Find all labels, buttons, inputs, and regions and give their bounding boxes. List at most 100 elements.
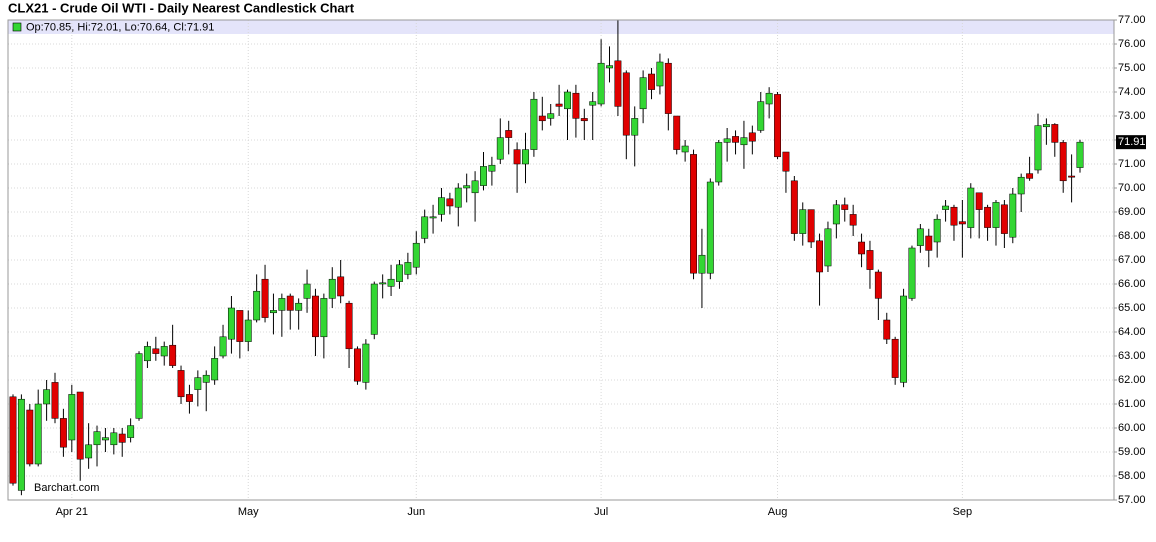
candle-body — [1000, 204, 1008, 234]
candle-body — [664, 62, 672, 114]
candle-body — [320, 298, 328, 338]
candle-body — [1034, 125, 1042, 171]
y-tick-label: 73.00 — [1118, 110, 1146, 122]
candle-body — [597, 62, 605, 105]
candle-body — [362, 343, 370, 383]
y-tick-label: 62.00 — [1118, 374, 1146, 386]
candle-body — [690, 154, 697, 274]
candle-body — [824, 228, 832, 267]
candle-body — [185, 394, 193, 402]
candle-body — [1068, 175, 1076, 178]
candle-body — [110, 432, 118, 446]
candle-body — [51, 382, 59, 419]
candle-body — [177, 370, 185, 398]
y-tick-label: 68.00 — [1118, 230, 1146, 242]
candle-body — [984, 206, 992, 228]
candle-body — [59, 418, 67, 448]
candle-body — [572, 92, 580, 119]
candle-body — [841, 204, 849, 210]
candle-body — [253, 290, 261, 321]
candle-body — [143, 346, 151, 362]
candle-body — [1009, 193, 1017, 238]
candle-body — [925, 235, 933, 251]
candle-body — [866, 250, 874, 270]
x-tick-label: Jul — [594, 506, 608, 518]
candle-body — [17, 398, 25, 491]
candle-body — [227, 307, 235, 340]
candle-body — [580, 118, 588, 122]
candle-body — [312, 295, 319, 338]
candle-body — [522, 149, 529, 165]
y-tick-label: 71.00 — [1118, 158, 1146, 170]
candle-body — [908, 247, 916, 299]
y-tick-label: 58.00 — [1118, 470, 1146, 482]
candle-body — [614, 60, 622, 107]
candle-body — [555, 103, 563, 107]
candle-body — [93, 431, 101, 446]
candle-body — [454, 187, 462, 208]
candle-body — [916, 228, 924, 246]
candle-body — [43, 389, 51, 405]
candle-body — [883, 319, 891, 340]
candle-body — [354, 348, 361, 382]
candle-body — [975, 192, 983, 210]
x-tick-label: Jun — [407, 506, 425, 518]
candle-body — [538, 115, 546, 122]
candle-body — [26, 409, 34, 465]
x-tick-label: Sep — [953, 506, 973, 518]
candle-body — [127, 425, 135, 438]
candle-body — [34, 403, 42, 465]
candle-body — [169, 344, 177, 366]
info-band — [8, 20, 1114, 34]
candle-body — [992, 202, 1000, 228]
y-tick-label: 75.00 — [1118, 62, 1146, 74]
y-tick-label: 65.00 — [1118, 302, 1146, 314]
candle-body — [1026, 173, 1034, 179]
candle-body — [76, 391, 84, 460]
candle-body — [950, 206, 958, 226]
candle-body — [1042, 124, 1050, 128]
candle-body — [1017, 176, 1025, 195]
candle-body — [101, 437, 109, 441]
candle-body — [370, 283, 378, 335]
candle-body — [9, 396, 17, 484]
candle-body — [900, 295, 908, 383]
candle-body — [732, 136, 739, 143]
last-price-label: 71.91 — [1118, 136, 1146, 148]
y-tick-label: 57.00 — [1118, 494, 1146, 506]
candle-body — [471, 180, 479, 194]
candle-body — [631, 118, 639, 136]
candle-body — [303, 283, 311, 299]
candle-body — [328, 278, 336, 299]
candle-body — [967, 187, 975, 228]
candle-body — [85, 444, 93, 459]
candle-body — [874, 271, 882, 299]
y-tick-label: 64.00 — [1118, 326, 1146, 338]
candle-body — [160, 346, 168, 357]
candle-body — [1051, 124, 1059, 143]
candle-body — [958, 221, 966, 225]
y-tick-label: 66.00 — [1118, 278, 1146, 290]
candle-body — [589, 101, 597, 106]
candle-body — [564, 91, 571, 110]
candle-body — [530, 98, 538, 150]
candle-body — [412, 242, 420, 268]
candle-body — [68, 394, 76, 441]
candle-body — [480, 166, 487, 186]
candle-body — [891, 338, 899, 378]
candle-body — [1059, 142, 1067, 182]
candle-body — [295, 302, 303, 311]
x-tick-label: Apr 21 — [56, 506, 88, 518]
candle-body — [496, 137, 504, 160]
candle-body — [748, 132, 756, 142]
ohlc-label: Op:70.85, Hi:72.01, Lo:70.64, Cl:71.91 — [26, 21, 214, 33]
candle-body — [194, 377, 202, 390]
y-tick-label: 60.00 — [1118, 422, 1146, 434]
last-price-tag — [1116, 135, 1146, 150]
candle-body — [446, 198, 454, 207]
plot-area — [8, 19, 1114, 501]
candle-body — [345, 302, 353, 350]
candle-body — [622, 72, 630, 136]
candle-body — [286, 295, 294, 311]
